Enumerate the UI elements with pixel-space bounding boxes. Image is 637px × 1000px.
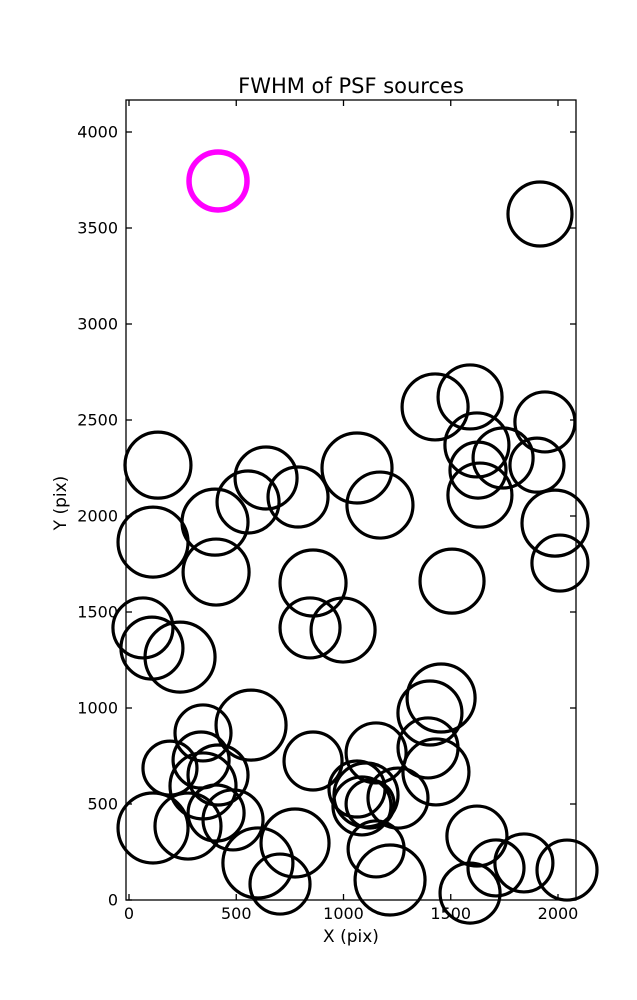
psf-circle	[214, 688, 288, 762]
psf-circle	[436, 363, 504, 431]
psf-circle	[535, 838, 599, 902]
x-tick-label: 0	[124, 904, 134, 923]
y-tick-label: 3000	[77, 315, 118, 334]
psf-circle	[116, 791, 190, 865]
psf-circle	[443, 411, 511, 479]
psf-circle	[173, 703, 233, 763]
psf-circle	[282, 730, 344, 792]
y-axis-label: Y (pix)	[51, 475, 71, 531]
psf-circle	[344, 721, 408, 785]
psf-circle	[309, 596, 377, 664]
psf-circle	[116, 505, 190, 579]
psf-circle	[143, 620, 217, 694]
psf-circle	[466, 838, 526, 898]
psf-circle	[259, 807, 331, 879]
x-tick-label: 1000	[323, 904, 364, 923]
psf-circle	[119, 615, 185, 681]
psf-circle	[438, 861, 502, 925]
psf-circle	[513, 390, 577, 454]
psf-circle	[353, 843, 427, 917]
psf-circle	[445, 804, 509, 868]
psf-circle	[320, 431, 394, 505]
plot-box	[125, 99, 577, 901]
y-tick-label: 0	[108, 891, 118, 910]
y-tick-label: 1500	[77, 603, 118, 622]
y-tick-label: 4000	[77, 123, 118, 142]
psf-circle	[331, 775, 393, 837]
chart-title: FWHM of PSF sources	[238, 74, 464, 98]
x-axis-label: X (pix)	[323, 927, 379, 947]
psf-circle	[201, 788, 265, 852]
y-tick-label: 1000	[77, 699, 118, 718]
psf-circle	[530, 533, 590, 593]
y-tick-label: 2000	[77, 507, 118, 526]
psf-circle	[278, 596, 342, 660]
psf-circle	[233, 445, 299, 511]
psf-circle	[506, 180, 574, 248]
psf-circle	[180, 487, 250, 557]
y-tick-label: 500	[87, 795, 118, 814]
psf-circle	[493, 832, 555, 894]
psf-circle	[111, 596, 175, 660]
psf-circle	[508, 436, 566, 494]
psf-circle	[181, 537, 251, 607]
psf-circle	[123, 430, 193, 500]
psf-circle	[153, 791, 223, 861]
psf-circle	[405, 662, 477, 734]
psf-circle	[215, 469, 281, 535]
psf-circle	[448, 440, 508, 500]
highlighted-psf-circle	[186, 149, 250, 213]
y-tick-label: 2500	[77, 411, 118, 430]
psf-circle	[186, 743, 250, 807]
psf-circle	[520, 488, 590, 558]
psf-circle	[248, 852, 312, 916]
x-tick-label: 1500	[430, 904, 471, 923]
psf-circle	[401, 737, 471, 807]
psf-circle	[400, 372, 470, 442]
x-tick-label: 500	[221, 904, 252, 923]
psf-circle	[344, 778, 396, 830]
x-tick-label: 2000	[538, 904, 579, 923]
psf-circle	[266, 465, 330, 529]
psf-circle	[345, 470, 415, 540]
y-tick-label: 3500	[77, 219, 118, 238]
psf-circle	[396, 679, 464, 747]
psf-circle	[446, 461, 514, 529]
psf-circle	[186, 783, 246, 843]
psf-circle	[418, 547, 486, 615]
psf-circle	[471, 426, 535, 490]
psf-circle	[366, 766, 430, 830]
psf-circle	[221, 826, 295, 900]
